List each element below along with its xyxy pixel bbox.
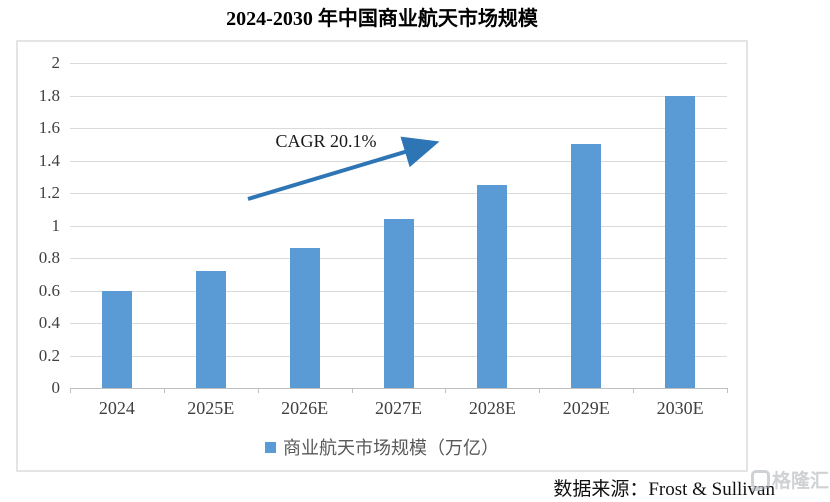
x-axis-tick bbox=[633, 388, 635, 393]
data-source: 数据来源：Frost & Sullivan bbox=[553, 479, 775, 500]
y-tick-label: 2 bbox=[51, 53, 61, 72]
y-tick-label: 1.6 bbox=[38, 118, 60, 137]
gridline bbox=[70, 63, 727, 64]
bar-2029E bbox=[571, 144, 602, 388]
x-axis-tick bbox=[351, 388, 353, 393]
chart-title: 2024-2030 年中国商业航天市场规模 bbox=[226, 8, 538, 30]
y-tick-label: 1 bbox=[51, 215, 61, 235]
x-tick-label: 2024 bbox=[98, 398, 135, 418]
x-axis-tick bbox=[445, 388, 447, 393]
y-tick-label: 1.8 bbox=[38, 85, 60, 105]
bar-2025E bbox=[195, 271, 226, 388]
x-tick-label: 2025E bbox=[187, 398, 235, 418]
gridline bbox=[70, 128, 727, 129]
x-tick-label: 2027E bbox=[374, 398, 422, 418]
legend-label: 商业航天市场规模（万亿） bbox=[283, 438, 499, 458]
watermark-label: 格隆汇 bbox=[771, 471, 829, 492]
bar-2026E bbox=[289, 248, 320, 388]
legend-swatch-icon bbox=[265, 441, 276, 453]
x-axis-tick bbox=[539, 388, 541, 393]
y-tick-label: 0.8 bbox=[38, 248, 60, 267]
y-tick-label: 0 bbox=[51, 378, 61, 397]
gridline bbox=[70, 95, 727, 97]
cagr-annotation: CAGR 20.1% bbox=[275, 131, 377, 151]
y-tick-label: 0.6 bbox=[38, 280, 60, 300]
bar-2027E bbox=[383, 219, 414, 388]
x-tick-label: 2029E bbox=[562, 398, 610, 418]
x-axis-tick bbox=[70, 388, 71, 393]
gridline bbox=[70, 193, 727, 194]
x-axis-tick bbox=[727, 388, 728, 393]
y-tick-label: 1.2 bbox=[38, 183, 60, 202]
x-axis-line bbox=[70, 388, 727, 389]
y-tick-label: 1.4 bbox=[38, 150, 60, 170]
x-tick-label: 2028E bbox=[468, 398, 516, 418]
watermark: 格隆汇 bbox=[750, 466, 829, 493]
x-tick-label: 2030E bbox=[656, 398, 704, 418]
x-axis-tick bbox=[163, 388, 165, 393]
chart-panel: 0 0.2 0.4 0.6 0.8 1 1.2 1.4 1.6 1.8 2 2024 2025E 2026… bbox=[16, 40, 748, 472]
bar-2024 bbox=[101, 290, 132, 388]
gelonghui-logo-icon bbox=[750, 470, 770, 491]
y-tick-label: 0.2 bbox=[38, 345, 60, 365]
x-axis-tick bbox=[257, 388, 259, 393]
bar-2028E bbox=[477, 184, 508, 388]
bar-2030E bbox=[665, 95, 696, 388]
x-tick-label: 2026E bbox=[281, 398, 329, 418]
legend: 商业航天市场规模（万亿） bbox=[18, 434, 746, 460]
gridline bbox=[70, 160, 727, 162]
y-tick-label: 0.4 bbox=[38, 313, 60, 332]
